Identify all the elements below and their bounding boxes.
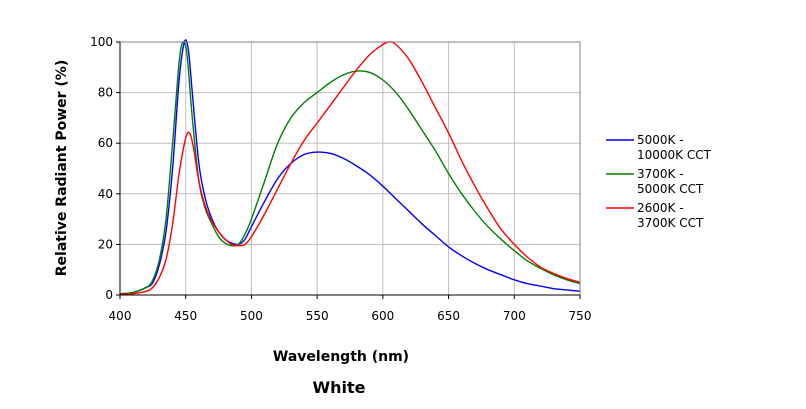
y-tick-label: 100 [90,35,113,49]
legend-label: 3700K - [637,167,684,181]
legend: 5000K -10000K CCT 3700K -5000K CCT 2600K -… [606,133,712,230]
y-tick-label: 60 [98,136,113,150]
y-tick-label: 20 [98,237,113,251]
x-tick-label: 700 [503,309,526,323]
legend-label: 5000K CCT [637,182,704,196]
series-line-1 [119,40,581,295]
x-tick-label: 550 [306,309,329,323]
x-tick-label: 450 [174,309,197,323]
chart-title: White [312,378,365,397]
y-axis-title: Relative Radiant Power (%) [54,60,70,276]
x-tick-label: 500 [240,309,263,323]
legend-label: 10000K CCT [637,148,712,162]
y-tick-label: 80 [98,86,113,100]
x-axis-title: Wavelength (nm) [273,349,409,365]
x-tick-label: 400 [109,309,132,323]
tick-labels: 400 450 500 550 600 650 700 750 0 20 40 60 80 100 [90,35,591,323]
legend-label: 2600K - [637,201,684,215]
legend-label: 5000K - [637,133,684,147]
y-tick-label: 0 [105,288,113,302]
series-lines [119,39,581,295]
y-tick-label: 40 [98,187,113,201]
x-tick-label: 750 [569,309,592,323]
legend-label: 3700K CCT [637,216,704,230]
x-tick-label: 600 [371,309,394,323]
series-line-2 [119,41,581,295]
x-tick-label: 650 [437,309,460,323]
